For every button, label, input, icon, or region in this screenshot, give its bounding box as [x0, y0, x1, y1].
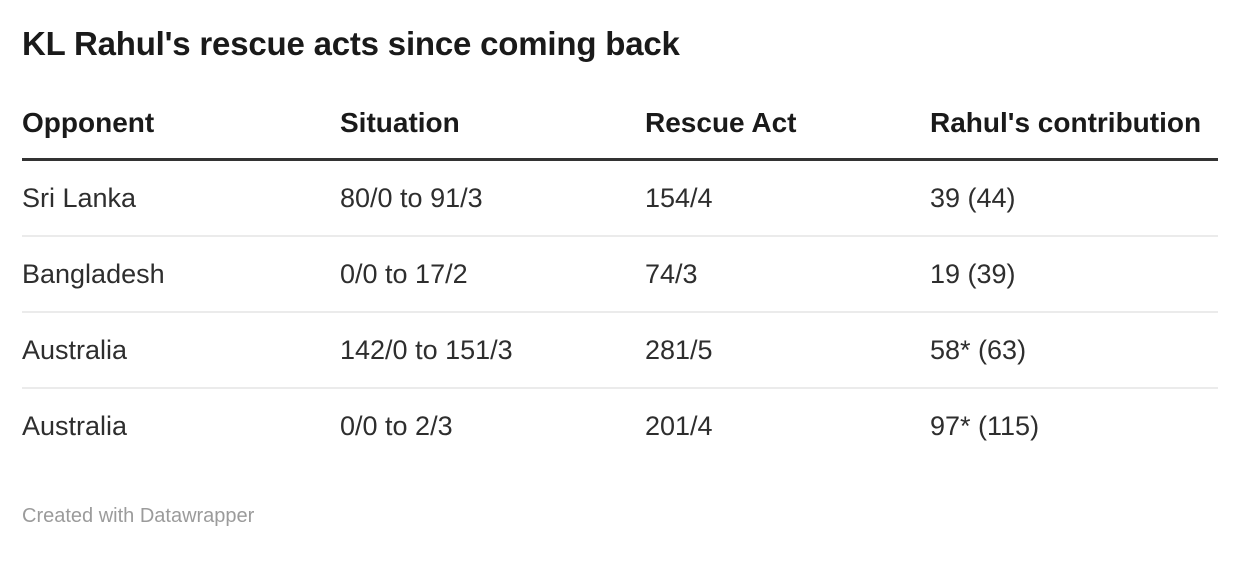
table-row: Bangladesh 0/0 to 17/2 74/3 19 (39) — [22, 236, 1218, 313]
cell-rescue-act: 281/5 — [645, 312, 930, 389]
datawrapper-credit-link[interactable]: Created with Datawrapper — [22, 505, 255, 527]
cell-opponent: Sri Lanka — [22, 159, 340, 237]
cell-rescue-act: 154/4 — [645, 159, 930, 237]
cell-opponent: Bangladesh — [22, 236, 340, 313]
data-table: Opponent Situation Rescue Act Rahul's co… — [22, 108, 1218, 463]
table-body: Sri Lanka 80/0 to 91/3 154/4 39 (44) Ban… — [22, 159, 1218, 464]
table-row: Australia 142/0 to 151/3 281/5 58* (63) — [22, 312, 1218, 389]
cell-rahuls-contribution: 39 (44) — [930, 159, 1218, 237]
column-header-situation: Situation — [340, 108, 645, 161]
table-header-row: Opponent Situation Rescue Act Rahul's co… — [22, 108, 1218, 161]
cell-rahuls-contribution: 19 (39) — [930, 236, 1218, 313]
cell-rescue-act: 201/4 — [645, 411, 713, 441]
cell-situation: 80/0 to 91/3 — [340, 159, 645, 237]
cell-opponent: Australia — [22, 411, 128, 441]
cell-rahuls-contribution: 97* (115) — [930, 411, 1040, 441]
table-row: Sri Lanka 80/0 to 91/3 154/4 39 (44) — [22, 159, 1218, 237]
table-row: Australia 0/0 to 2/3 201/4 97* (115) — [22, 388, 1218, 463]
column-header-rescue-act: Rescue Act — [645, 108, 930, 161]
cell-rescue-act: 74/3 — [645, 236, 930, 313]
cell-opponent: Australia — [22, 312, 340, 389]
cell-situation: 0/0 to 2/3 — [340, 411, 453, 441]
column-header-rahuls-contribution: Rahul's contribution — [930, 108, 1218, 161]
cell-situation: 0/0 to 17/2 — [340, 236, 645, 313]
cell-situation: 142/0 to 151/3 — [340, 312, 645, 389]
chart-title: KL Rahul's rescue acts since coming back — [22, 25, 680, 62]
column-header-opponent: Opponent — [22, 108, 340, 161]
table-header: Opponent Situation Rescue Act Rahul's co… — [22, 108, 1218, 161]
cell-rahuls-contribution: 58* (63) — [930, 312, 1218, 389]
